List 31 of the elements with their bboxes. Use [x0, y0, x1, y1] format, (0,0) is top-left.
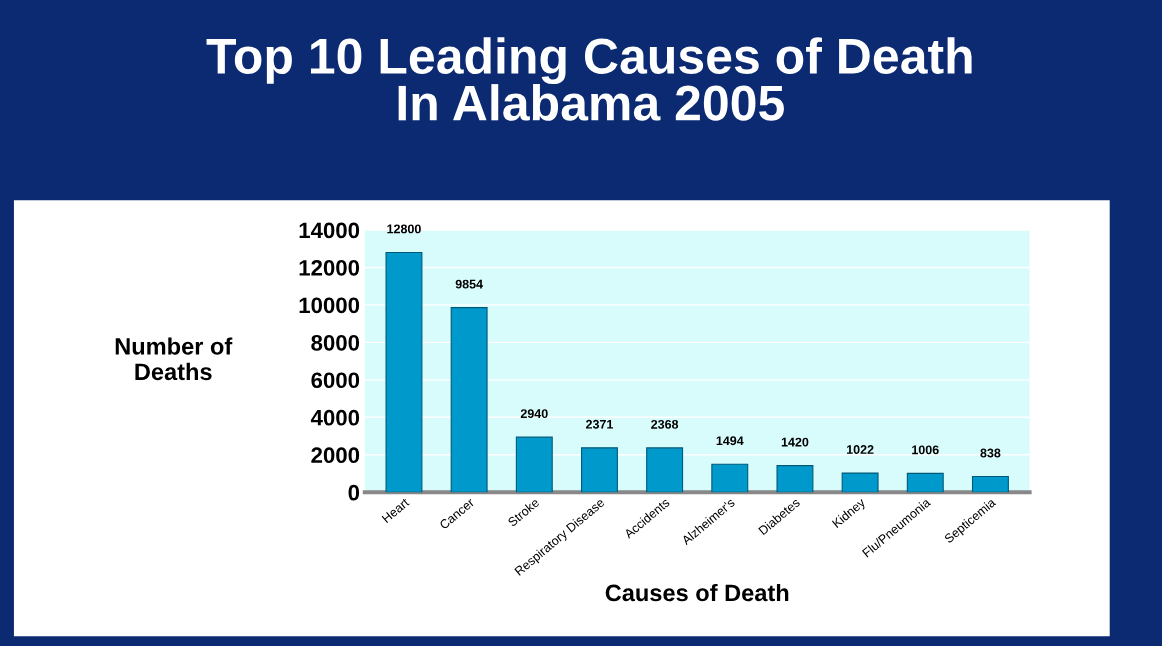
bar — [841, 472, 879, 493]
bar — [646, 447, 684, 493]
bar — [971, 475, 1009, 493]
bar — [450, 307, 488, 493]
bar — [906, 472, 944, 493]
bar — [776, 465, 814, 493]
data-label: 1022 — [846, 445, 874, 454]
bar — [711, 463, 749, 493]
y-tick-label: 10000 — [299, 297, 360, 314]
y-tick-label: 12000 — [299, 259, 360, 276]
data-label: 2371 — [585, 419, 614, 429]
y-axis-title: Number of Deaths — [115, 337, 233, 381]
data-label: 12800 — [387, 224, 421, 234]
y-tick-label: 2000 — [311, 447, 360, 464]
data-label: 2368 — [651, 419, 679, 429]
data-label: 2940 — [520, 409, 548, 419]
y-tick-label: 14000 — [299, 222, 360, 239]
x-axis-title: Causes of Death — [605, 583, 789, 602]
data-label: 9854 — [455, 279, 483, 289]
data-label: 838 — [980, 448, 1001, 458]
y-tick-label: 4000 — [310, 409, 360, 426]
data-label: 1494 — [716, 436, 744, 446]
bar — [515, 436, 553, 493]
bar — [385, 251, 423, 493]
data-label: 1006 — [912, 445, 939, 455]
y-tick-label: 0 — [348, 484, 360, 501]
chart-title: Top 10 Leading Causes of Death In Alabama 2005 — [206, 37, 972, 121]
y-tick-label: 6000 — [311, 372, 360, 389]
data-label: 1420 — [781, 437, 809, 447]
y-tick-label: 8000 — [311, 334, 360, 351]
bar — [580, 447, 618, 493]
